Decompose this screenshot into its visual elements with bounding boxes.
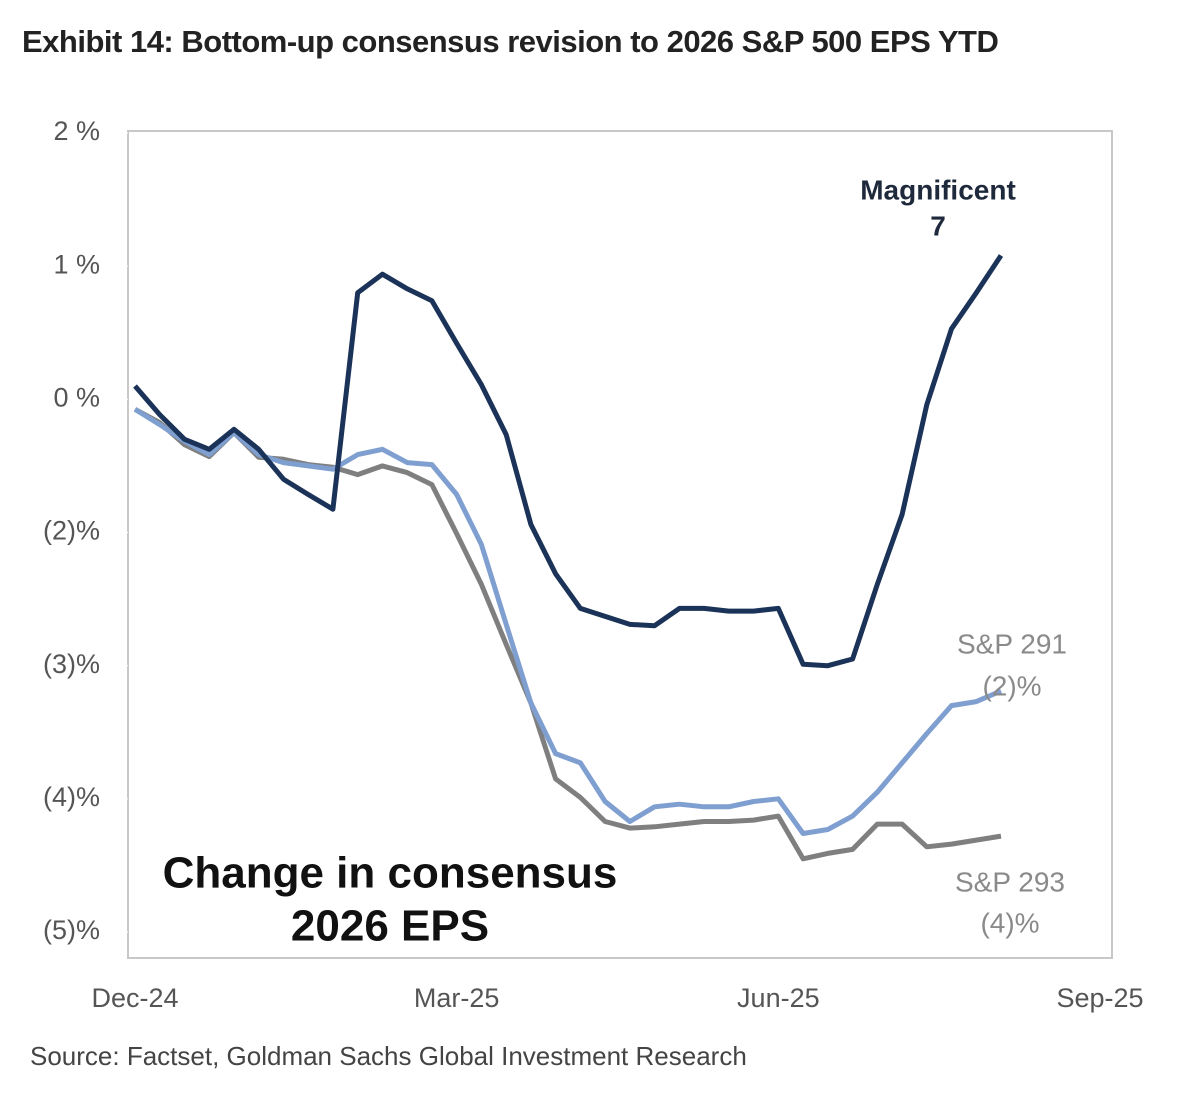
series-label: S&P 291	[957, 628, 1067, 659]
series-label: Magnificent	[860, 174, 1016, 205]
series-label: 7	[930, 210, 946, 241]
y-tick-label: (3)%	[43, 649, 100, 679]
y-tick-label: 0 %	[53, 382, 100, 412]
y-tick-label: 1 %	[53, 249, 100, 279]
annotation: 2026 EPS	[291, 902, 489, 951]
x-tick-label: Dec-24	[91, 983, 178, 1013]
series-line	[133, 407, 1002, 862]
plot-frame	[127, 130, 1113, 959]
series-label: S&P 293	[955, 866, 1065, 897]
x-tick-label: Mar-25	[414, 983, 500, 1013]
y-tick-label: (4)%	[43, 782, 100, 812]
annotation: Change in consensus	[163, 849, 618, 898]
series-label: (4)%	[980, 907, 1039, 938]
x-tick-label: Jun-25	[737, 983, 820, 1013]
series-line	[133, 407, 1002, 836]
y-tick-label: 2 %	[53, 116, 100, 146]
source-note: Source: Factset, Goldman Sachs Global In…	[30, 1041, 747, 1071]
chart-title: Exhibit 14: Bottom-up consensus revision…	[22, 24, 998, 59]
series-line	[133, 254, 1004, 669]
y-tick-label: (2)%	[43, 516, 100, 546]
series-label: (2)%	[982, 670, 1041, 701]
x-tick-label: Sep-25	[1056, 983, 1143, 1013]
y-tick-label: (5)%	[43, 915, 100, 945]
